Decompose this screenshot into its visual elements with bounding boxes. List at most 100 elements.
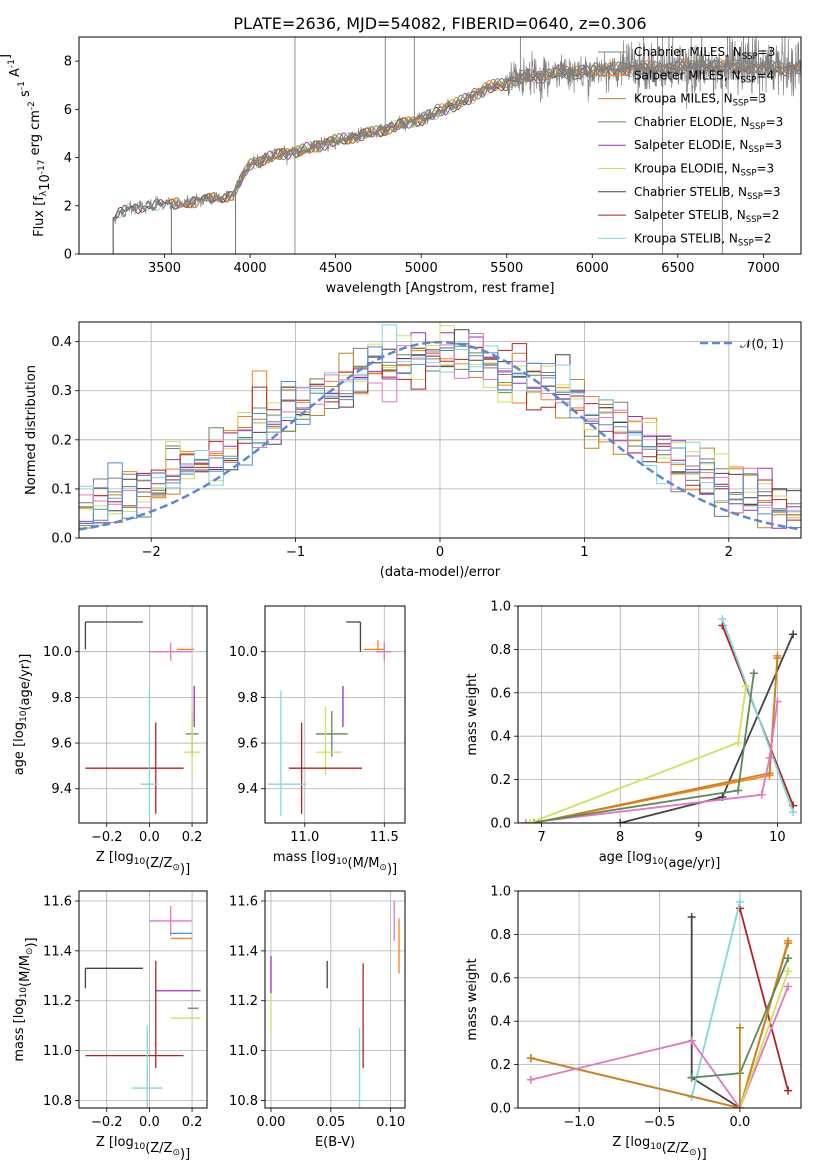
mass-weight-marker [784,967,793,976]
text-segment: (Z/Z [662,1141,689,1156]
text-segment: Z [log [96,1135,134,1150]
text-segment: Z [log [96,850,134,865]
legend-subscript: SSP [746,215,762,225]
axes-frame [78,321,802,539]
y-tick-label: 1.0 [490,885,511,900]
y-tick-label: 0.0 [490,817,511,832]
panel-age-vs-metallicity: −0.2 0.0 0.29.49.69.810.0Z [log10(Z/Z⊙)]ag… [12,605,208,877]
x-tick-label: 0.00 [257,1115,286,1130]
legend-text: Chabrier STELIB, N [634,185,747,199]
mass-weight-marker [525,819,534,823]
text-segment: (age/yr)] [663,856,720,871]
text-segment: 10 [19,987,29,999]
x-tick-label: 7000 [747,261,780,276]
mass-weight-marker [784,954,793,963]
panel-mass-vs-metallicity: −0.2 0.0 0.210.811.011.211.411.6Z [log10(Z… [12,890,208,1162]
mass-weight-marker [687,1036,696,1045]
y-tick-label: 0.2 [490,773,511,788]
panel-spectrum: 3500 4000 4500 5000 5500 6000 6500 7000 0 2 4 6 8 wav… [0,36,802,296]
plot-area [112,37,801,254]
text-segment: erg cm [28,110,43,159]
y-tick-label: 9.6 [237,737,258,752]
mass-weight-marker [784,1086,793,1095]
text-segment: Z [log [612,1135,650,1150]
text-segment: 10 [134,857,146,867]
y-tick-label: 11.4 [229,944,258,959]
legend-label: Salpeter MILES, NSSP=4 [634,68,774,85]
legend-subscript: SSP [733,99,749,109]
y-tick-label: 11.2 [229,994,258,1009]
mass-weight-marker [773,697,782,706]
text-segment: (Z/Z [145,856,172,871]
y-axis-label: Flux [fλ10-17 erg cm-2 s-1 A-1] [0,54,53,237]
text-segment: wavelength [Angstrom, rest frame] [326,281,555,296]
plot-area [79,322,801,538]
text-segment: )] [180,862,190,877]
legend-label: Chabrier ELODIE, NSSP=3 [634,115,783,132]
text-segment: 10 [650,1142,662,1152]
legend-subscript: SSP [742,52,758,62]
y-tick-label: 2 [64,199,72,214]
axes-frame [517,605,802,824]
y-tick-label: 0.8 [490,928,511,943]
text-segment: 10 [38,174,53,191]
x-tick-label: 0.2 [182,1115,203,1130]
y-tick-label: 0.4 [490,730,511,745]
panel-age-vs-mass: 11.0 11.5 9.4 9.6 9.8 10.0 mass [log10(M/M⊙)] [229,605,406,877]
text-segment: -2 [27,101,37,110]
x-tick-label: −2 [142,545,161,560]
y-tick-label: 11.6 [229,894,258,909]
text-segment: -1 [7,59,17,68]
x-tick-label: −0.2 [91,830,123,845]
x-tick-label: 0.0 [730,1115,751,1130]
y-tick-label: 0.2 [490,1058,511,1073]
x-tick-label: 11.0 [290,830,319,845]
axes-frame [264,605,406,824]
text-segment: Normed distribution [24,365,39,495]
histogram-series [79,324,801,526]
mass-weight-marker [784,982,793,991]
plot-area [518,891,801,1108]
mass-weight-line [530,986,789,1108]
text-segment: mass [log [12,998,27,1061]
text-segment: ⊙ [25,948,35,956]
text-segment: ⊙ [172,863,180,873]
model-spectrum-line [112,61,801,254]
y-tick-label: 0.4 [51,335,72,350]
x-tick-label: 0.05 [316,1115,345,1130]
y-tick-label: 4 [64,151,72,166]
mass-weight-marker [687,1073,696,1082]
x-tick-label: 9 [695,830,703,845]
model-spectrum-line [235,59,801,254]
histogram-series [79,342,801,528]
legend-text: Kroupa STELIB, N [634,231,738,245]
text-segment: (M/M [348,856,380,871]
text-segment: 10 [336,857,348,867]
text-segment: )] [387,862,397,877]
legend-subscript: SSP [747,192,763,202]
y-tick-label: 11.2 [43,994,72,1009]
text-segment: 10 [134,1142,146,1152]
text-segment: λ [39,190,49,196]
mass-weight-marker [735,1023,744,1032]
legend-text: Salpeter MILES, N [634,68,741,82]
text-segment: age [log [12,722,27,775]
mass-weight-marker [784,939,793,948]
figure-title: PLATE=2636, MJD=54082, FIBERID=0640, z=0… [233,14,646,33]
histogram-series [79,325,801,519]
x-axis-label: Z [log10(Z/Z⊙)] [96,1135,190,1162]
axes-frame [78,605,208,824]
legend-subscript: SSP [741,75,757,85]
y-tick-label: 9.4 [51,782,72,797]
mass-weight-marker [734,738,743,747]
text-segment: mass [log [273,850,336,865]
legend-subscript: SSP [738,238,754,248]
plot-area [79,606,207,823]
mass-weight-marker [735,897,744,906]
legend-text: Kroupa ELODIE, N [634,162,741,176]
mass-weight-line [690,917,741,1108]
legend-suffix: =3 [763,185,781,199]
legend-suffix: =3 [756,162,774,176]
x-axis-label: age [log10(age/yr)] [599,850,721,871]
x-tick-label: 2 [725,545,733,560]
